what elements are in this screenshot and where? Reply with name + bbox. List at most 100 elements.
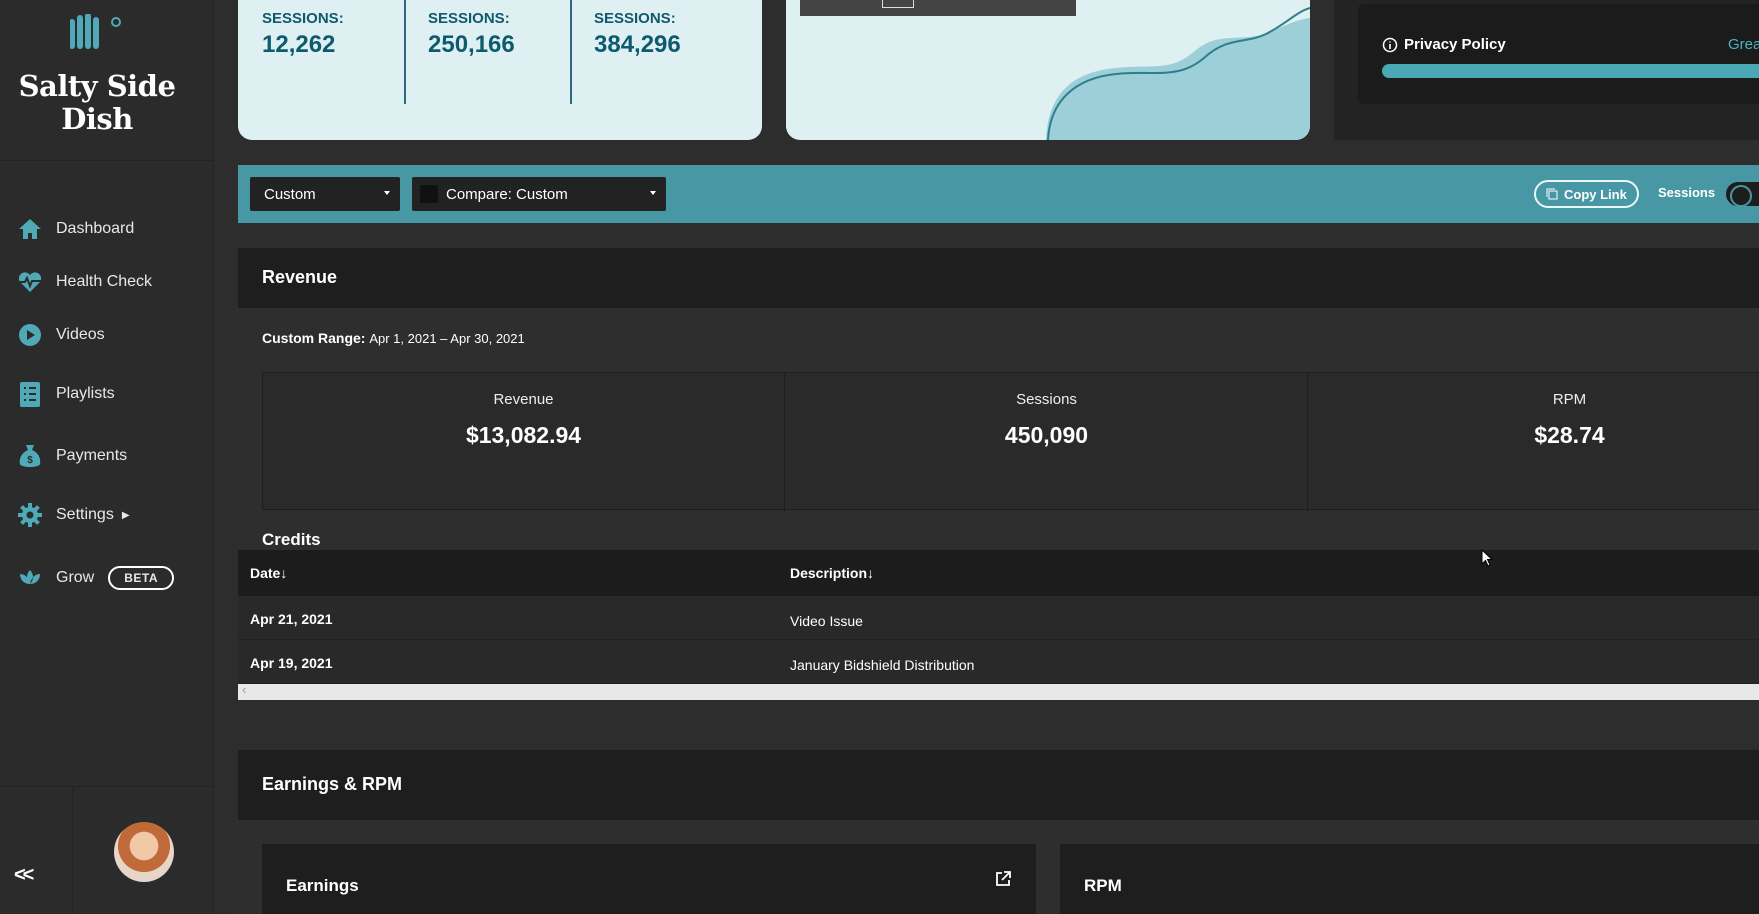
table-row: Apr 21, 2021 Video Issue bbox=[238, 596, 1759, 640]
metric-value: $13,082.94 bbox=[465, 422, 582, 448]
stat-label: SESSIONS: bbox=[428, 10, 510, 27]
sidebar-item-grow[interactable]: Grow BETA bbox=[16, 561, 175, 595]
row-date: Apr 19, 2021 bbox=[250, 655, 333, 671]
earnings-panel: Earnings RPM bbox=[238, 820, 1759, 914]
collapse-sidebar-button[interactable]: << bbox=[14, 864, 34, 886]
row-description: January Bidshield Distribution bbox=[790, 657, 975, 673]
rpm-card-title: RPM bbox=[1084, 876, 1122, 895]
stat-divider bbox=[404, 0, 406, 104]
horizontal-scrollbar[interactable] bbox=[238, 682, 1759, 700]
mouse-cursor-icon bbox=[1481, 549, 1493, 567]
list-icon bbox=[20, 382, 40, 407]
lotus-icon bbox=[20, 570, 40, 584]
rpm-card: RPM bbox=[1060, 844, 1759, 914]
sidebar-item-settings[interactable]: Settings ▶ bbox=[16, 498, 130, 532]
copy-link-button[interactable]: Copy Link bbox=[1534, 180, 1639, 208]
chart-card bbox=[786, 0, 1310, 140]
earnings-title: Earnings & RPM bbox=[262, 774, 403, 794]
sessions-summary-card: SESSIONS: 12,262 SESSIONS: 250,166 SESSI… bbox=[238, 0, 762, 140]
info-icon bbox=[1382, 37, 1398, 52]
copy-icon bbox=[1546, 188, 1558, 200]
range-value: Apr 1, 2021 – Apr 30, 2021 bbox=[369, 331, 525, 346]
sidebar-item-label: Dashboard bbox=[56, 220, 135, 237]
chevron-down-icon bbox=[384, 191, 390, 195]
metric-label: RPM bbox=[1552, 391, 1587, 408]
metric-rpm: RPM $28.74 bbox=[1309, 373, 1759, 511]
credits-table-header: Date↓ Description↓ bbox=[238, 550, 1759, 596]
stat-divider bbox=[570, 0, 572, 104]
stat-last-month: SESSIONS: 384,296 bbox=[594, 10, 681, 59]
compare-select[interactable]: Compare: Custom bbox=[412, 177, 666, 211]
sidebar-item-label: Health Check bbox=[56, 273, 153, 290]
copy-link-label: Copy Link bbox=[1564, 186, 1627, 202]
sidebar-item-health-check[interactable]: Health Check bbox=[16, 265, 152, 299]
earnings-card-title: Earnings bbox=[286, 876, 359, 895]
external-link-icon[interactable] bbox=[994, 870, 1012, 888]
gear-icon bbox=[18, 503, 42, 527]
color-swatch bbox=[420, 185, 438, 203]
range-select[interactable]: Custom bbox=[250, 177, 400, 211]
heartbeat-icon bbox=[18, 272, 42, 292]
sidebar-item-payments[interactable]: $ Payments bbox=[16, 439, 127, 473]
filter-bar: Custom Compare: Custom Copy Link Session… bbox=[238, 165, 1759, 223]
row-date: Apr 21, 2021 bbox=[250, 611, 333, 627]
metric-label: Sessions bbox=[1016, 391, 1077, 408]
metric-value: 450,090 bbox=[1004, 422, 1089, 448]
stat-value: 12,262 bbox=[262, 31, 336, 58]
privacy-card: Privacy Policy Grea bbox=[1334, 0, 1759, 140]
sessions-toggle-label: Sessions bbox=[1658, 185, 1716, 200]
home-icon bbox=[19, 219, 41, 239]
metric-label: Revenue bbox=[493, 391, 554, 408]
sidebar-item-label: Payments bbox=[56, 447, 128, 464]
footer-divider bbox=[72, 786, 73, 914]
stat-label: SESSIONS: bbox=[262, 10, 344, 27]
privacy-panel: Privacy Policy Grea bbox=[1358, 4, 1759, 104]
chart-toolbar-box bbox=[882, 0, 914, 8]
stat-label: SESSIONS: bbox=[594, 10, 676, 27]
sidebar: Salty Side Dish Dashboard Health Check V… bbox=[0, 0, 214, 914]
revenue-panel: Custom Range: Apr 1, 2021 – Apr 30, 2021… bbox=[238, 308, 1759, 700]
privacy-progress-bar bbox=[1382, 64, 1759, 78]
svg-text:$: $ bbox=[27, 455, 33, 466]
table-row: Apr 19, 2021 January Bidshield Distribut… bbox=[238, 640, 1759, 684]
sidebar-divider bbox=[0, 160, 214, 161]
wave-illustration bbox=[1046, 7, 1310, 140]
metric-value: $28.74 bbox=[1534, 422, 1605, 448]
stat-value: 250,166 bbox=[428, 31, 515, 58]
credits-title: Credits bbox=[262, 530, 321, 549]
sidebar-item-label: Videos bbox=[56, 326, 105, 343]
range-select-value: Custom bbox=[264, 185, 316, 203]
privacy-status: Grea bbox=[1728, 36, 1759, 53]
column-date[interactable]: Date↓ bbox=[250, 565, 288, 581]
sidebar-item-videos[interactable]: Videos bbox=[16, 318, 105, 352]
privacy-policy-link[interactable]: Privacy Policy bbox=[1382, 36, 1506, 53]
metric-sessions: Sessions 450,090 bbox=[786, 373, 1308, 511]
money-bag-icon: $ bbox=[19, 445, 41, 467]
metric-revenue: Revenue $13,082.94 bbox=[263, 373, 785, 511]
revenue-header: Revenue bbox=[238, 248, 1759, 308]
chart-toolbar bbox=[800, 0, 1076, 16]
sidebar-item-playlists[interactable]: Playlists bbox=[16, 377, 115, 411]
sessions-toggle[interactable] bbox=[1726, 182, 1759, 207]
earnings-header: Earnings & RPM bbox=[238, 750, 1759, 820]
chevron-down-icon bbox=[650, 191, 656, 195]
avatar[interactable] bbox=[114, 822, 174, 882]
sidebar-item-dashboard[interactable]: Dashboard bbox=[16, 212, 134, 246]
sidebar-footer bbox=[0, 786, 214, 914]
brand-name: Salty Side Dish bbox=[18, 69, 176, 136]
range-label: Custom Range: bbox=[262, 330, 366, 346]
stat-value: 384,296 bbox=[594, 31, 681, 58]
sidebar-item-label: Grow bbox=[56, 569, 95, 586]
revenue-title: Revenue bbox=[262, 267, 338, 287]
custom-range: Custom Range: Apr 1, 2021 – Apr 30, 2021 bbox=[262, 330, 525, 346]
column-description[interactable]: Description↓ bbox=[790, 565, 875, 581]
beta-badge: BETA bbox=[108, 566, 175, 590]
compare-select-value: Compare: Custom bbox=[446, 185, 568, 203]
stat-month-to-date: SESSIONS: 250,166 bbox=[428, 10, 515, 59]
privacy-label: Privacy Policy bbox=[1404, 36, 1506, 53]
earnings-card: Earnings bbox=[262, 844, 1036, 914]
caret-right-icon: ▶ bbox=[121, 509, 130, 521]
logo-icon bbox=[70, 14, 121, 49]
row-description: Video Issue bbox=[790, 613, 863, 629]
sidebar-item-label: Playlists bbox=[56, 385, 115, 402]
